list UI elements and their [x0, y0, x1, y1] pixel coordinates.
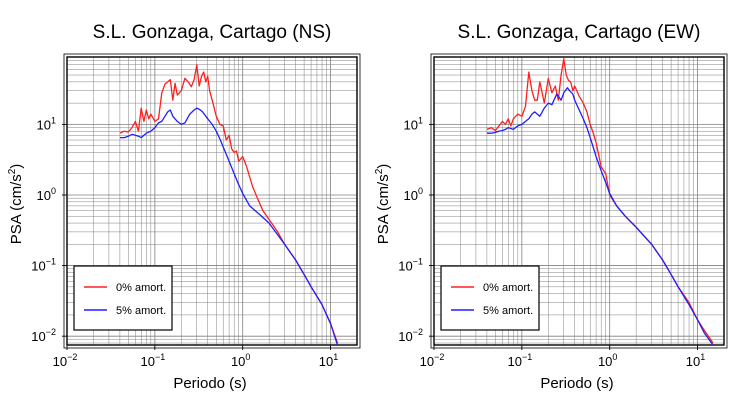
y-axis-label-sup: 2	[7, 168, 18, 174]
x-tick-exp: 1	[700, 352, 705, 362]
x-tick-label: 10−1	[507, 352, 532, 369]
x-tick-label: 10−1	[140, 352, 165, 369]
x-tick-exp: 1	[333, 352, 338, 362]
x-tick-label: 100	[231, 352, 250, 369]
x-axis-label: Periodo (s)	[173, 375, 246, 392]
x-tick-base: 10	[53, 354, 67, 369]
x-tick-label: 100	[598, 352, 617, 369]
x-tick-exp: 0	[245, 352, 250, 362]
legend-label-damping-0: 0% amort.	[483, 282, 533, 294]
y-tick-label: 10−2	[398, 327, 423, 344]
x-tick-base: 10	[507, 354, 521, 369]
y-tick-exp: 0	[418, 186, 423, 196]
x-tick-exp: −2	[67, 352, 77, 362]
y-tick-label: 10−1	[398, 257, 423, 274]
y-tick-label: 100	[404, 186, 423, 203]
y-tick-base: 10	[404, 188, 418, 203]
y-tick-base: 10	[37, 117, 51, 132]
x-tick-label: 101	[319, 352, 338, 369]
x-tick-base: 10	[140, 354, 154, 369]
x-tick-base: 10	[598, 354, 612, 369]
x-tick-base: 10	[686, 354, 700, 369]
series-line-damping-0	[119, 64, 339, 344]
series-line-damping-5	[119, 107, 339, 346]
legend-label-damping-5: 5% amort.	[483, 305, 533, 317]
x-tick-label: 101	[686, 352, 705, 369]
y-tick-exp: −1	[46, 257, 56, 267]
y-axis-label-main: PSA (cm/s	[8, 174, 25, 244]
x-tick-exp: −1	[155, 352, 165, 362]
y-tick-exp: −2	[413, 327, 423, 337]
y-tick-label: 101	[404, 115, 423, 132]
y-tick-label: 101	[37, 115, 56, 132]
x-tick-exp: 0	[612, 352, 617, 362]
grid	[434, 57, 724, 345]
chart-title: S.L. Gonzaga, Cartago (EW)	[458, 22, 701, 43]
y-axis-label-sup: 2	[374, 168, 385, 174]
y-tick-base: 10	[37, 188, 51, 203]
x-tick-exp: −1	[522, 352, 532, 362]
legend-label-damping-5: 5% amort.	[116, 305, 166, 317]
y-tick-exp: 1	[418, 115, 423, 125]
y-tick-base: 10	[31, 329, 45, 344]
x-tick-label: 10−2	[420, 352, 445, 369]
x-tick-base: 10	[231, 354, 245, 369]
y-tick-label: 10−2	[31, 327, 56, 344]
plot-frame-outer	[63, 53, 361, 349]
plot-frame	[66, 56, 358, 346]
plot-frame	[433, 56, 725, 346]
y-tick-base: 10	[398, 329, 412, 344]
legend: 0% amort. 5% amort.	[73, 265, 173, 331]
y-tick-exp: 0	[51, 186, 56, 196]
series-line-damping-5	[486, 87, 714, 346]
x-tick-exp: −2	[434, 352, 444, 362]
legend: 0% amort. 5% amort.	[440, 265, 540, 331]
x-tick-base: 10	[319, 354, 333, 369]
y-tick-exp: 1	[51, 115, 56, 125]
legend-box	[73, 265, 173, 331]
y-tick-exp: −1	[413, 257, 423, 267]
y-tick-label: 100	[37, 186, 56, 203]
y-tick-base: 10	[398, 259, 412, 274]
y-axis-label-end: )	[8, 164, 25, 169]
chart-title: S.L. Gonzaga, Cartago (NS)	[93, 22, 332, 43]
plot-frame-outer	[430, 53, 728, 349]
legend-label-damping-0: 0% amort.	[116, 282, 166, 294]
x-axis-label: Periodo (s)	[540, 375, 613, 392]
y-tick-exp: −2	[46, 327, 56, 337]
y-tick-base: 10	[31, 259, 45, 274]
y-axis-label-main: PSA (cm/s	[375, 174, 392, 244]
x-tick-label: 10−2	[53, 352, 78, 369]
y-axis-label: PSA (cm/s2)	[7, 164, 25, 245]
y-tick-base: 10	[404, 117, 418, 132]
y-axis-label: PSA (cm/s2)	[374, 164, 392, 245]
y-axis-label-end: )	[375, 164, 392, 169]
y-tick-label: 10−1	[31, 257, 56, 274]
x-tick-base: 10	[420, 354, 434, 369]
legend-box	[440, 265, 540, 331]
